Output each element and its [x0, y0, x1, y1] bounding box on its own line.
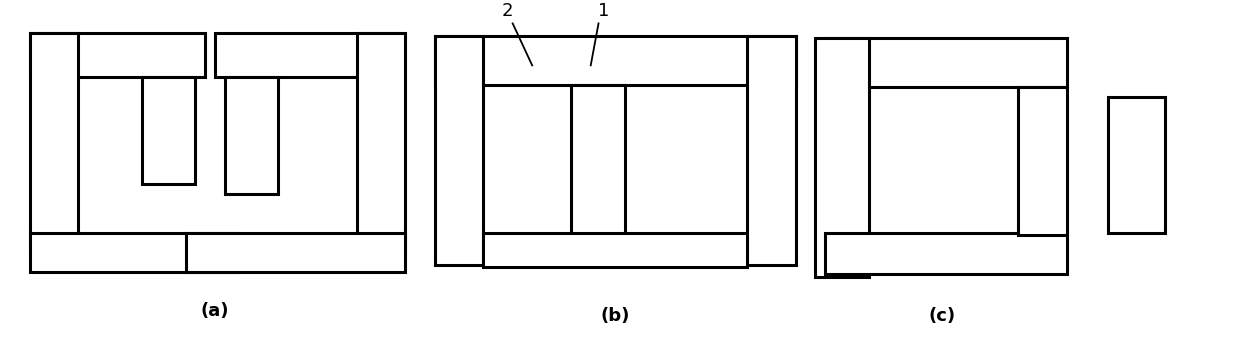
Bar — [357, 33, 405, 248]
Text: (a): (a) — [201, 302, 229, 320]
Bar — [1018, 87, 1066, 235]
Bar — [815, 38, 869, 277]
Bar — [484, 233, 746, 268]
Bar — [434, 36, 484, 265]
Bar — [30, 33, 78, 248]
Text: (b): (b) — [600, 307, 630, 325]
Bar — [186, 233, 405, 272]
Bar — [434, 36, 796, 85]
Bar — [224, 77, 279, 194]
Bar — [1107, 97, 1164, 233]
Text: 2: 2 — [502, 3, 513, 20]
Bar — [746, 36, 796, 265]
Bar — [30, 33, 206, 77]
Text: (c): (c) — [929, 307, 956, 325]
Bar — [572, 85, 625, 265]
Bar — [141, 77, 196, 184]
Bar — [825, 233, 1066, 274]
Text: 1: 1 — [598, 3, 609, 20]
Bar — [825, 38, 1066, 87]
Bar — [215, 33, 401, 77]
Bar — [30, 233, 239, 272]
